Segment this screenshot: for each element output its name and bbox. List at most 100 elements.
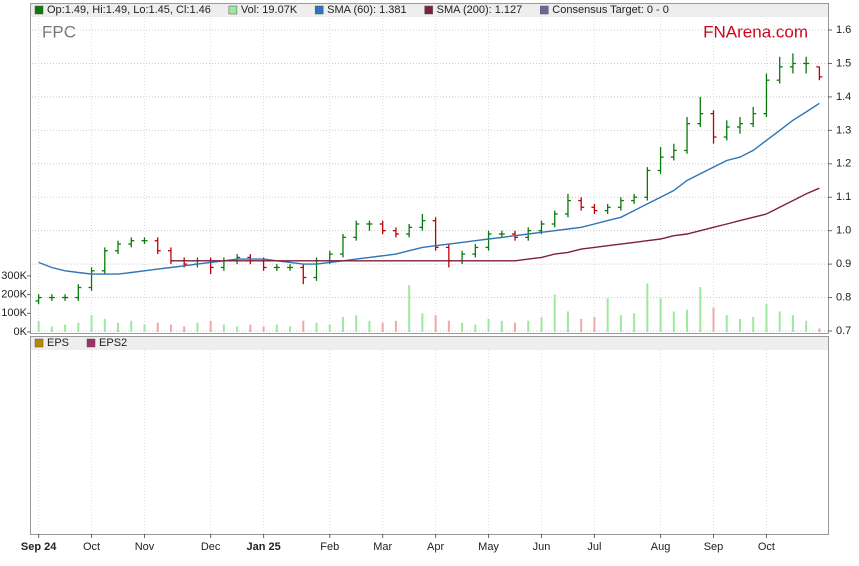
legend-label: EPS [47, 337, 69, 349]
x-tick-label: Apr [427, 541, 444, 553]
legend-swatch [228, 5, 238, 15]
legend-swatch [34, 5, 44, 15]
volume-bar [156, 322, 159, 332]
y-tick-label: 1.2 [836, 158, 851, 170]
volume-bar [606, 298, 609, 332]
volume-bar [236, 326, 239, 332]
volume-bar [593, 317, 596, 332]
y-tick-label: 1.4 [836, 91, 851, 103]
sma-line [38, 102, 820, 275]
volume-bar [37, 320, 40, 332]
x-tick-label: Jun [533, 541, 551, 553]
y2-tick-label: 0K [14, 326, 28, 338]
volume-bar [699, 287, 702, 332]
legend-swatch [540, 5, 549, 15]
volume-bar [487, 318, 490, 332]
volume-bar [302, 320, 305, 332]
volume-bar [249, 324, 252, 332]
volume-bar [686, 309, 689, 332]
x-tick-label: Jul [587, 541, 601, 553]
volume-bar [712, 307, 715, 332]
volume-bar [765, 303, 768, 332]
legend-swatch [314, 5, 324, 15]
volume-bar [725, 315, 728, 332]
volume-bar [633, 313, 636, 332]
volume-bar [355, 315, 358, 332]
volume-bar [341, 317, 344, 332]
volume-bar [368, 320, 371, 332]
volume-bar [90, 315, 93, 332]
volume-bar [659, 298, 662, 332]
volume-bar [209, 320, 212, 332]
volume-bar [421, 313, 424, 332]
volume-bar [752, 317, 755, 332]
legend-swatch [424, 5, 433, 15]
volume-bar [130, 320, 133, 332]
y-tick-label: 1.1 [836, 191, 851, 203]
x-tick-label: Aug [651, 541, 671, 553]
plot [35, 53, 823, 332]
volume-bar [143, 324, 146, 332]
volume-bar [289, 326, 292, 332]
x-tick-label: Feb [320, 541, 339, 553]
volume-bar [461, 322, 464, 332]
volume-bar [514, 322, 517, 332]
x-tick-label: Sep [704, 541, 724, 553]
x-tick-label: Jan 25 [246, 541, 280, 553]
y2-tick-label: 100K [1, 307, 27, 319]
x-tick-label: Dec [201, 541, 221, 553]
x-tick-label: Oct [83, 541, 100, 553]
volume-bar [447, 320, 450, 332]
volume-bar [619, 315, 622, 332]
sma-line [170, 187, 820, 262]
x-tick-label: Mar [373, 541, 392, 553]
volume-bar [77, 322, 80, 332]
volume-bar [64, 324, 67, 332]
volume-bar [791, 315, 794, 332]
volume-bar [646, 283, 649, 332]
volume-bar [381, 322, 384, 332]
eps-panel [30, 336, 829, 535]
legend-label: Consensus Target: 0 - 0 [552, 4, 669, 16]
y2-tick-label: 300K [1, 270, 27, 282]
ticker: FPC [42, 22, 76, 41]
volume-bar [50, 326, 53, 332]
y-tick-label: 1.0 [836, 225, 851, 237]
volume-bar [500, 320, 503, 332]
volume-bar [328, 324, 331, 332]
legend-label: Op:1.49, Hi:1.49, Lo:1.45, Cl:1.46 [47, 4, 211, 16]
legend-label: SMA (200): 1.127 [437, 4, 523, 16]
volume-bar [805, 320, 808, 332]
legend-label: SMA (60): 1.381 [327, 4, 407, 16]
volume-bar [527, 320, 530, 332]
volume-bar [580, 318, 583, 332]
volume-bar [738, 318, 741, 332]
y2-tick-label: 200K [1, 289, 27, 301]
legend-strip [31, 337, 828, 350]
volume-bar [540, 317, 543, 332]
volume-bar [474, 324, 477, 332]
legend-label: EPS2 [99, 337, 127, 349]
y-tick-label: 0.7 [836, 325, 851, 337]
volume-bar [778, 311, 781, 332]
price-panel [30, 3, 829, 334]
volume-bar [566, 311, 569, 332]
y-tick-label: 1.5 [836, 57, 851, 69]
volume-bar [103, 318, 106, 332]
volume-bar [169, 324, 172, 332]
y-tick-label: 0.8 [836, 291, 851, 303]
volume-bar [408, 285, 411, 332]
legend-swatch [34, 338, 44, 348]
volume-bar [222, 324, 225, 332]
volume-bar [818, 328, 821, 332]
volume-bar [196, 322, 199, 332]
x-tick-label: Oct [758, 541, 775, 553]
y-tick-label: 1.3 [836, 124, 851, 136]
volume-bar [394, 320, 397, 332]
volume-bar [117, 322, 120, 332]
x-tick-label: Nov [135, 541, 155, 553]
volume-bar [262, 326, 265, 332]
grid [32, 18, 828, 534]
y-tick-label: 0.9 [836, 258, 851, 270]
